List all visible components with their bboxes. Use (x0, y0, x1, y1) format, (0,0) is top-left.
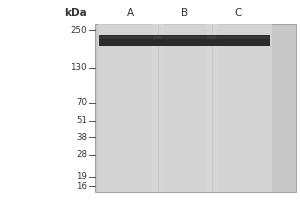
Bar (206, 24, 272, 192)
Bar (99, 35, 162, 46)
Text: 250: 250 (70, 26, 87, 35)
Text: 28: 28 (76, 150, 87, 159)
Text: kDa: kDa (64, 8, 87, 18)
Text: 130: 130 (70, 63, 87, 72)
Text: 19: 19 (76, 172, 87, 181)
Bar (152, 24, 218, 192)
Bar (153, 36, 216, 39)
Bar (99, 36, 162, 39)
Text: 16: 16 (76, 182, 87, 191)
Text: B: B (181, 8, 188, 18)
Bar (98, 24, 164, 192)
Bar (153, 35, 216, 46)
Bar (207, 35, 270, 46)
Bar (94, 24, 296, 192)
Text: 51: 51 (76, 116, 87, 125)
Text: 38: 38 (76, 133, 87, 142)
Text: A: A (127, 8, 134, 18)
Bar (207, 36, 270, 39)
Text: C: C (235, 8, 242, 18)
Text: 70: 70 (76, 98, 87, 107)
